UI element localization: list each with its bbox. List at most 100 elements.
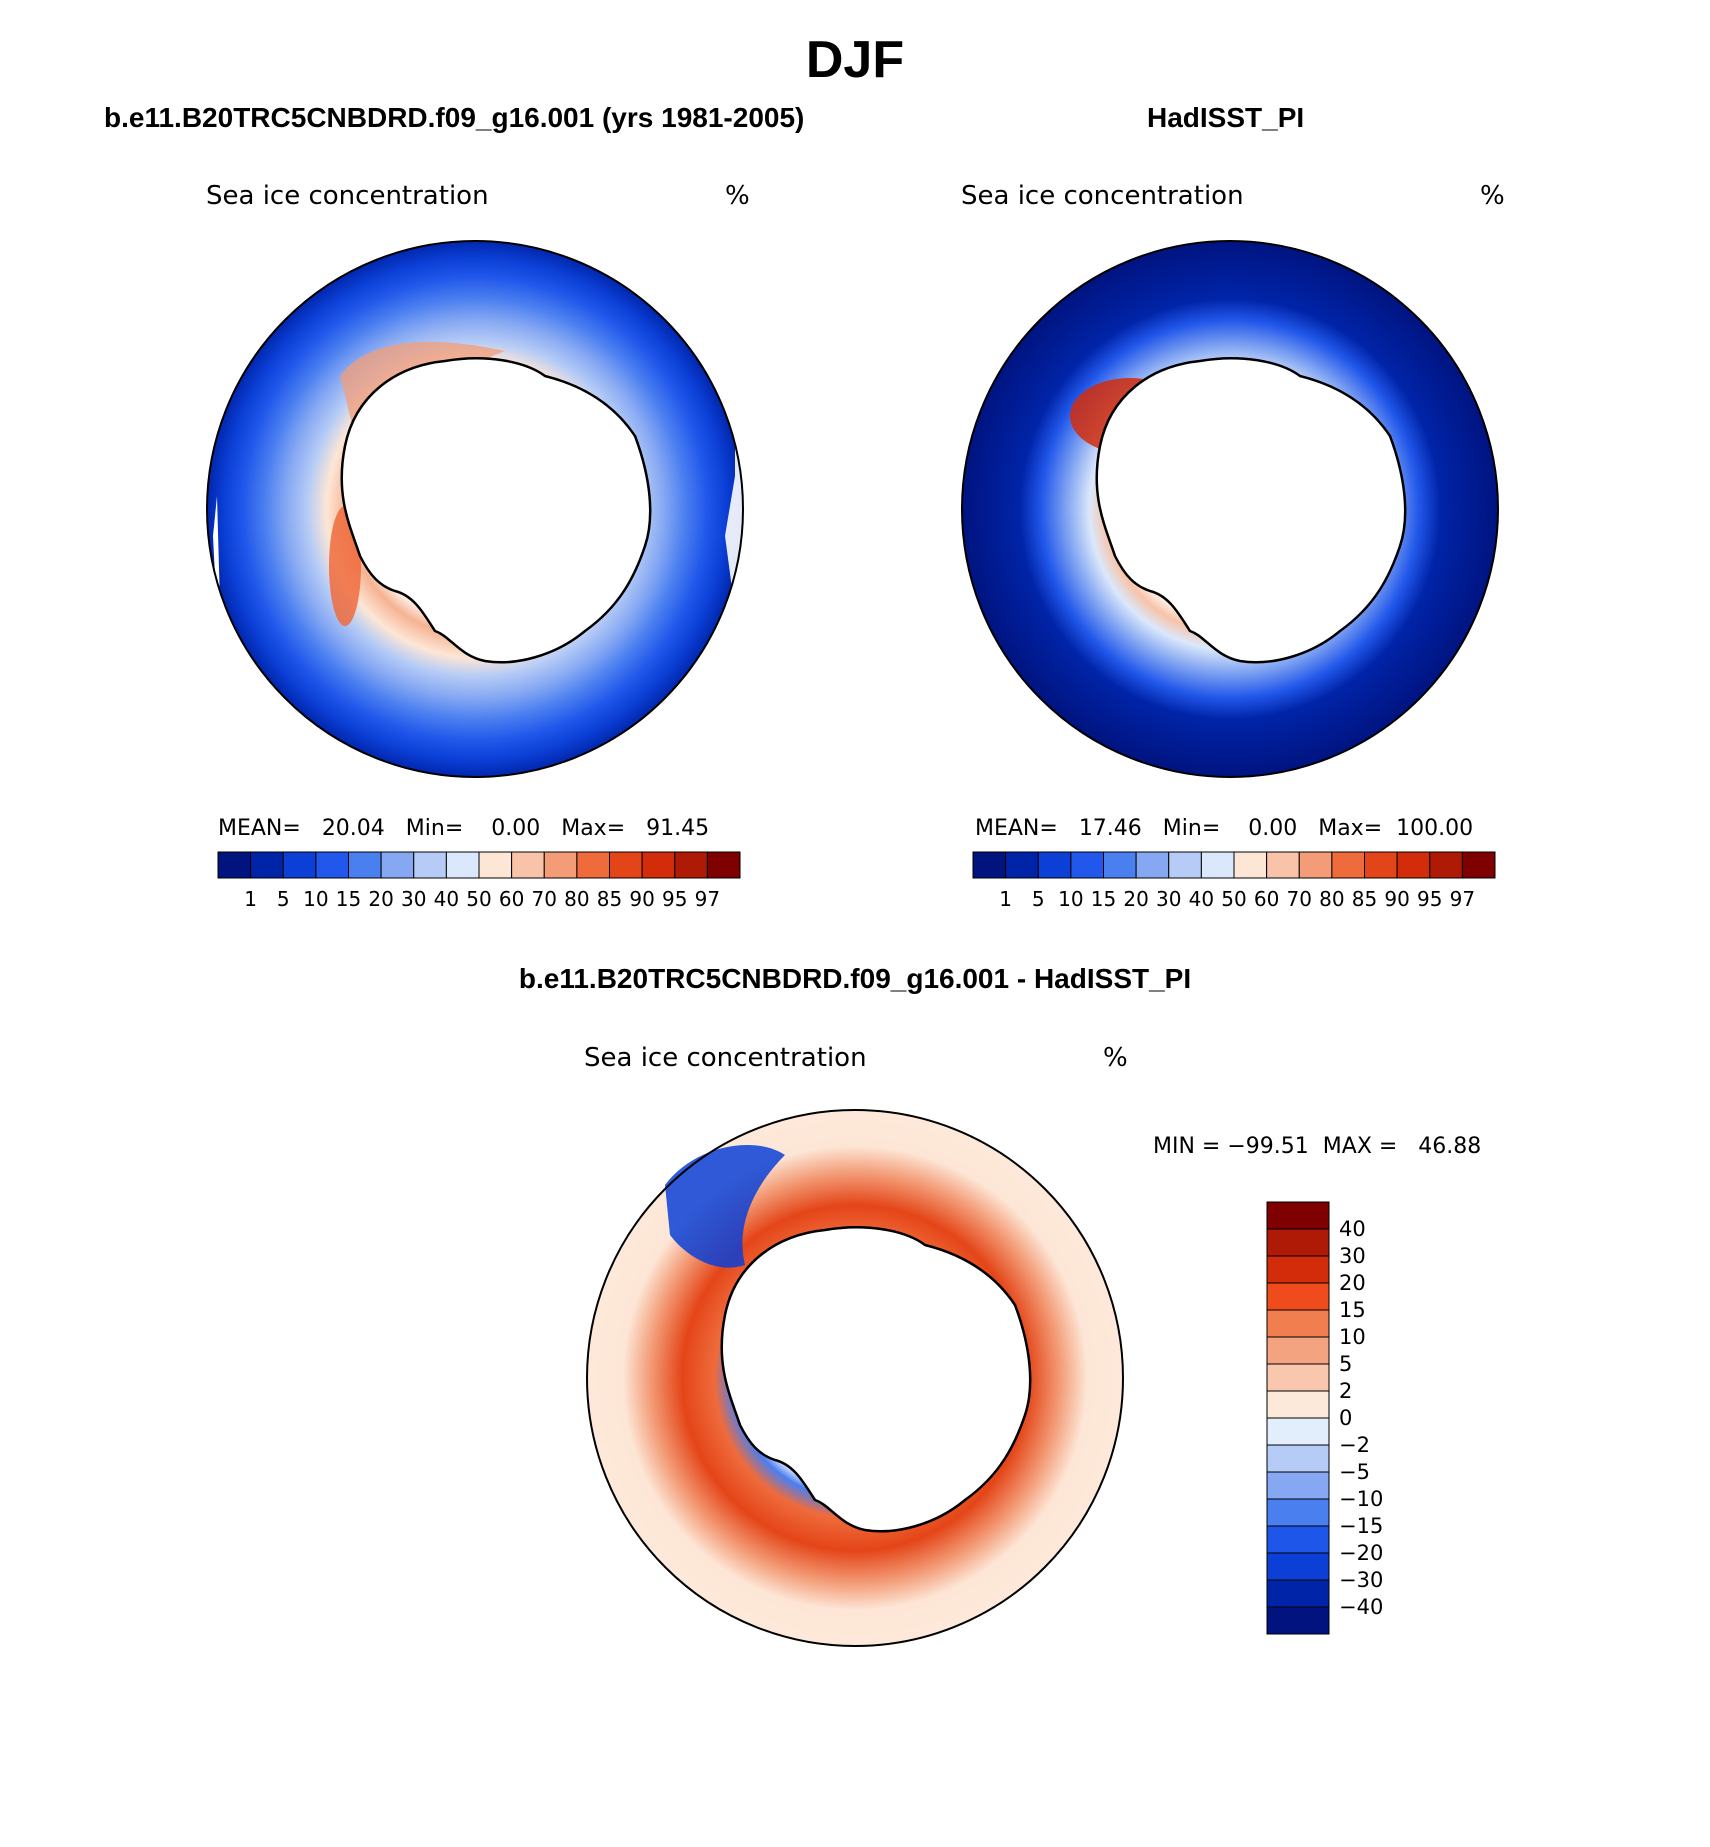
model-colorbar-tick-label: 85 — [597, 887, 622, 911]
model-variable-label: Sea ice concentration — [206, 181, 489, 211]
obs-map-boundary — [961, 240, 1499, 778]
model-polar-map — [206, 240, 745, 781]
diff-colorbar-swatch — [1266, 1471, 1330, 1500]
obs-colorbar-tick-label: 97 — [1450, 887, 1475, 911]
model-min-value: 0.00 — [491, 816, 541, 841]
obs-colorbar-swatch — [1103, 851, 1137, 879]
obs-colorbar-tick-label: 5 — [1032, 887, 1045, 911]
model-max-value: 91.45 — [646, 816, 710, 841]
diff-stats: MIN = −99.51 MAX = 46.88 — [1153, 1134, 1481, 1159]
diff-polar-map — [586, 1109, 1124, 1647]
obs-colorbar-swatch — [1298, 851, 1333, 879]
obs-colorbar-tick-label: 30 — [1156, 887, 1181, 911]
diff-colorbar-swatch — [1266, 1498, 1330, 1527]
obs-colorbar-tick-label: 90 — [1384, 887, 1409, 911]
model-max-label: Max= — [561, 816, 626, 841]
model-mean-value: 20.04 — [321, 816, 385, 841]
model-colorbar-tick-label: 10 — [303, 887, 328, 911]
model-colorbar-swatch — [609, 851, 643, 879]
model-colorbar-tick-label: 15 — [336, 887, 361, 911]
obs-mean-value: 17.46 — [1078, 816, 1142, 841]
model-units-label: % — [725, 181, 750, 211]
diff-colorbar-tick-label: 20 — [1339, 1271, 1366, 1295]
diff-colorbar-tick-label: −2 — [1339, 1433, 1370, 1457]
page-title: DJF — [805, 31, 905, 89]
model-colorbar-tick-label: 30 — [401, 887, 426, 911]
obs-stats: MEAN= 17.46 Min= 0.00 Max= 100.00 — [975, 816, 1473, 841]
diff-colorbar-tick-label: 40 — [1339, 1217, 1366, 1241]
diff-colorbar-tick-label: −10 — [1339, 1487, 1383, 1511]
obs-colorbar-tick-label: 1 — [999, 887, 1012, 911]
diff-max-label: MAX = — [1322, 1134, 1398, 1159]
diff-weddell-deficit — [665, 1145, 785, 1268]
model-colorbar-tick-label: 90 — [629, 887, 654, 911]
obs-colorbar-swatch — [1135, 851, 1170, 879]
diff-variable-label: Sea ice concentration — [584, 1043, 867, 1073]
obs-colorbar-tick-label: 60 — [1254, 887, 1279, 911]
obs-colorbar-swatch — [972, 851, 1007, 879]
model-colorbar-swatch — [674, 851, 708, 879]
model-colorbar-tick-label: 70 — [532, 887, 557, 911]
model-colorbar-swatch — [478, 851, 513, 879]
obs-colorbar-tick-label: 20 — [1123, 887, 1148, 911]
obs-min-label: Min= — [1162, 816, 1221, 841]
obs-min-value: 0.00 — [1248, 816, 1298, 841]
diff-colorbar-swatch — [1266, 1579, 1330, 1608]
obs-variable-label: Sea ice concentration — [961, 181, 1244, 211]
obs-max-value: 100.00 — [1396, 816, 1474, 841]
model-colorbar-tick-label: 97 — [695, 887, 720, 911]
diff-colorbar-swatch — [1266, 1363, 1330, 1392]
model-colorbar-tick-label: 1 — [244, 887, 257, 911]
obs-colorbar-swatch — [1364, 851, 1398, 879]
diff-colorbar-swatch — [1266, 1390, 1330, 1419]
model-colorbar-swatch — [576, 851, 610, 879]
obs-max-label: Max= — [1318, 816, 1383, 841]
obs-colorbar-tick-label: 50 — [1221, 887, 1246, 911]
model-colorbar-tick-label: 20 — [368, 887, 393, 911]
diff-colorbar-tick-label: −30 — [1339, 1568, 1383, 1592]
obs-colorbar-swatch — [1037, 851, 1072, 879]
diff-colorbar-swatch — [1266, 1255, 1330, 1284]
model-colorbar-swatch — [348, 851, 382, 879]
diff-colorbar-tick-label: 10 — [1339, 1325, 1366, 1349]
obs-colorbar-swatch — [1461, 851, 1496, 879]
model-colorbar-tick-label: 60 — [499, 887, 524, 911]
model-colorbar-swatch — [543, 851, 578, 879]
diff-colorbar-tick-label: 2 — [1339, 1379, 1352, 1403]
obs-colorbar-swatch — [1005, 851, 1039, 879]
diff-colorbar-swatch — [1266, 1309, 1330, 1338]
obs-colorbar-tick-label: 95 — [1417, 887, 1442, 911]
diff-min-value: −99.51 — [1227, 1134, 1309, 1159]
obs-antarctica-coast — [1095, 357, 1407, 664]
model-panel-title: b.e11.B20TRC5CNBDRD.f09_g16.001 (yrs 198… — [104, 102, 805, 133]
diff-map-boundary — [586, 1109, 1124, 1647]
model-colorbar-swatch — [413, 851, 447, 879]
obs-colorbar: 1 5 10 15 20 30 40 50 60 70 80 85 90 95 97 — [972, 851, 1496, 911]
diff-colorbar-tick-label: −15 — [1339, 1514, 1383, 1538]
model-colorbar-swatch — [445, 851, 480, 879]
diff-units-label: % — [1103, 1043, 1128, 1073]
model-colorbar-swatch — [250, 851, 284, 879]
model-colorbar-swatch — [511, 851, 545, 879]
diff-colorbar-swatch — [1266, 1201, 1330, 1230]
diff-colorbar-swatch — [1266, 1606, 1330, 1635]
model-colorbar-swatch — [380, 851, 415, 879]
model-colorbar-tick-label: 5 — [277, 887, 290, 911]
obs-colorbar-tick-label: 10 — [1058, 887, 1083, 911]
model-mean-label: MEAN= — [218, 816, 301, 841]
diff-antarctica-coast — [720, 1226, 1032, 1533]
obs-colorbar-swatch — [1070, 851, 1104, 879]
diff-colorbar-swatch — [1266, 1417, 1330, 1446]
obs-colorbar-tick-label: 80 — [1319, 887, 1344, 911]
obs-colorbar-tick-label: 15 — [1091, 887, 1116, 911]
obs-mean-label: MEAN= — [975, 816, 1058, 841]
obs-units-label: % — [1480, 181, 1505, 211]
obs-colorbar-swatch — [1396, 851, 1431, 879]
model-colorbar-tick-label: 80 — [564, 887, 589, 911]
obs-colorbar-tick-label: 40 — [1189, 887, 1214, 911]
model-colorbar-tick-label: 95 — [662, 887, 687, 911]
obs-colorbar-tick-label: 85 — [1352, 887, 1377, 911]
model-map-boundary — [206, 240, 744, 778]
model-min-label: Min= — [405, 816, 464, 841]
diff-panel-title: b.e11.B20TRC5CNBDRD.f09_g16.001 - HadISS… — [518, 963, 1192, 994]
